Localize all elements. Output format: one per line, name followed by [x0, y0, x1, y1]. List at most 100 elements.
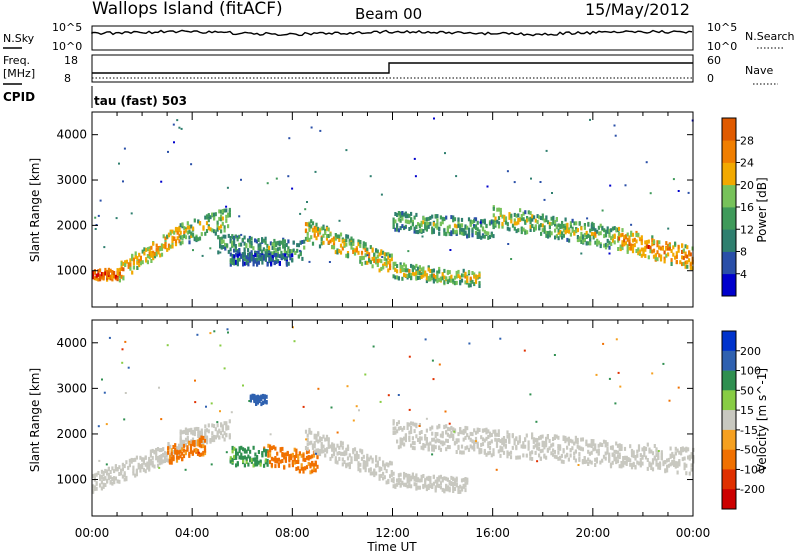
power-echo-cell [99, 268, 102, 273]
power-speckle [345, 149, 348, 152]
velocity-echo-cell [314, 460, 317, 465]
velocity-echo-cell [260, 397, 263, 402]
power-echo-cell [686, 245, 689, 250]
velocity-echo-cell [313, 441, 316, 446]
power-echo-cell [413, 272, 416, 277]
velocity-echo-cell [585, 459, 588, 464]
velocity-echo-cell [403, 482, 406, 487]
velocity-echo-cell [258, 399, 261, 404]
velocity-speckle [595, 373, 598, 376]
power-echo-cell [99, 277, 102, 282]
power-echo-cell [397, 211, 400, 215]
velocity-echo-cell [188, 441, 191, 446]
velocity-echo-cell [674, 446, 677, 451]
power-echo-cell [663, 256, 666, 261]
power-echo-cell [540, 231, 543, 236]
velocity-echo-cell [260, 402, 263, 407]
velocity-echo-cell [666, 468, 669, 473]
velocity-echo-cell [288, 457, 291, 462]
velocity-echo-cell [399, 437, 402, 442]
velocity-echo-cell [639, 457, 642, 462]
velocity-echo-cell [181, 451, 184, 456]
power-echo-cell [375, 256, 378, 261]
power-echo-cell [404, 264, 407, 269]
power-echo-cell [369, 259, 372, 264]
power-echo-cell [459, 228, 462, 232]
power-echo-cell [480, 223, 483, 228]
power-echo-cell [280, 240, 283, 245]
velocity-echo-cell [669, 453, 672, 458]
velocity-echo-cell [462, 437, 465, 442]
velocity-echo-cell [346, 446, 350, 451]
power-echo-cell [524, 220, 527, 225]
velocity-echo-cell [256, 459, 259, 464]
power-echo-cell [543, 225, 546, 230]
velocity-colorbar-tick-label: 200 [740, 345, 761, 358]
velocity-echo-cell [348, 453, 351, 458]
velocity-echo-cell [587, 449, 590, 454]
velocity-speckle [219, 344, 222, 347]
velocity-echo-cell [457, 444, 460, 449]
velocity-echo-cell [364, 460, 367, 465]
power-echo-cell [219, 244, 222, 249]
power-echo-cell [364, 242, 367, 247]
velocity-echo-cell [674, 451, 677, 456]
velocity-echo-cell [261, 453, 264, 458]
velocity-echo-cell [452, 489, 455, 493]
power-echo-cell [649, 245, 652, 250]
velocity-echo-cell [125, 475, 128, 480]
velocity-echo-cell [163, 451, 167, 456]
velocity-speckle [352, 419, 355, 422]
velocity-echo-cell [473, 445, 476, 449]
velocity-echo-cell [408, 478, 411, 482]
velocity-echo-cell [404, 473, 407, 478]
power-echo-cell [380, 249, 383, 254]
velocity-speckle [418, 425, 421, 427]
velocity-echo-cell [257, 450, 260, 454]
velocity-echo-cell [364, 468, 367, 473]
power-echo-cell [345, 242, 348, 247]
velocity-echo-cell [203, 448, 207, 453]
power-echo-cell [645, 244, 649, 249]
velocity-echo-cell [149, 459, 152, 463]
velocity-echo-cell [242, 455, 245, 460]
power-echo-cell [141, 249, 144, 254]
velocity-echo-cell [671, 454, 674, 458]
power-echo-cell [668, 244, 671, 248]
x-tick-label: 00:00 [676, 526, 711, 540]
velocity-echo-cell [644, 455, 648, 460]
velocity-echo-cell [646, 458, 649, 462]
velocity-echo-cell [415, 482, 418, 487]
power-echo-cell [287, 261, 290, 266]
velocity-colorbar-cell [722, 429, 736, 450]
velocity-echo-cell [132, 465, 135, 470]
power-echo-cell [554, 235, 557, 240]
velocity-echo-cell [167, 442, 170, 446]
power-echo-cell [677, 244, 680, 249]
velocity-echo-cell [460, 450, 464, 455]
power-echo-cell [304, 236, 308, 241]
power-echo-cell [674, 241, 677, 246]
power-echo-cell [575, 229, 578, 234]
velocity-echo-cell [459, 430, 462, 435]
power-echo-cell [111, 274, 114, 279]
power-echo-cell [422, 273, 425, 278]
velocity-echo-cell [195, 426, 198, 431]
velocity-echo-cell [306, 438, 309, 442]
power-echo-cell [287, 253, 290, 258]
velocity-echo-cell [225, 422, 228, 427]
velocity-speckle [213, 330, 216, 333]
velocity-echo-cell [313, 449, 316, 454]
power-echo-cell [234, 246, 237, 251]
power-echo-cell [464, 274, 467, 279]
velocity-echo-cell [186, 431, 189, 435]
velocity-echo-cell [657, 462, 660, 467]
power-speckle [473, 217, 476, 220]
velocity-echo-cell [474, 436, 478, 441]
power-echo-cell [179, 235, 182, 240]
velocity-echo-cell [258, 395, 261, 400]
power-echo-cell [131, 256, 134, 261]
power-echo-cell [592, 232, 595, 237]
velocity-echo-cell [274, 446, 277, 451]
velocity-echo-cell [473, 447, 476, 452]
